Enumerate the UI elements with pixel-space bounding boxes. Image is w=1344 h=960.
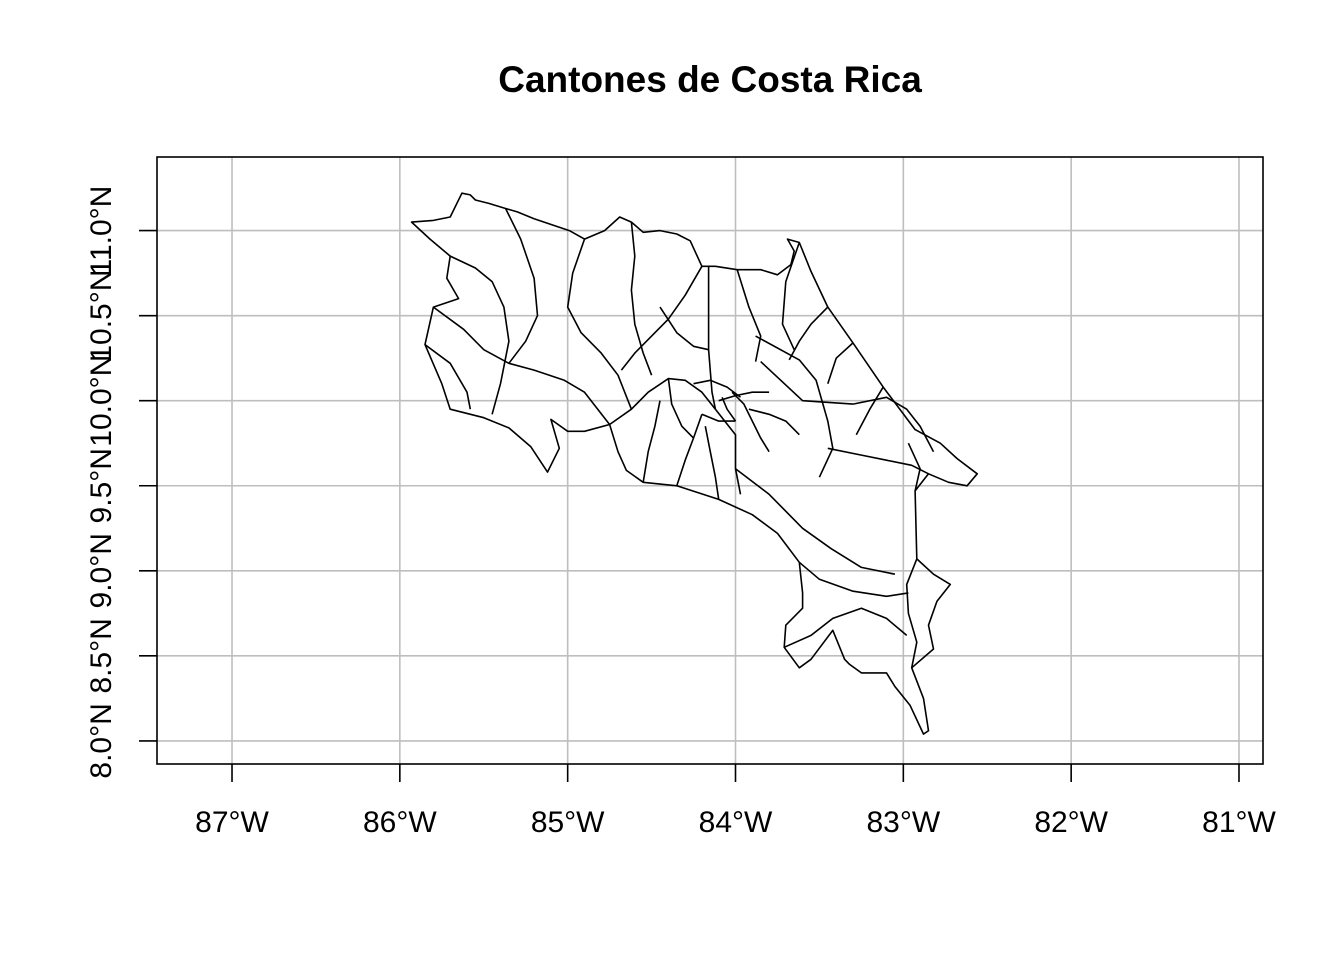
y-tick-label: 8.5°N [85, 618, 118, 693]
y-tick-label: 9.0°N [85, 533, 118, 608]
canton-border [781, 242, 801, 351]
canton-border [620, 265, 703, 371]
canton-border [432, 306, 611, 425]
x-tick-label: 83°W [866, 806, 940, 839]
y-tick-label: 10.5°N [85, 270, 118, 362]
canton-border [798, 561, 909, 598]
canton-border [788, 306, 829, 361]
country-outline [410, 192, 978, 735]
canton-border [707, 266, 717, 410]
canton-border [693, 379, 741, 398]
canton-border [905, 558, 918, 668]
y-tick-label: 9.5°N [85, 448, 118, 523]
x-tick-label: 85°W [531, 806, 605, 839]
canton-border [714, 408, 742, 495]
canton-border [676, 414, 703, 487]
canton-border [827, 342, 854, 384]
canton-border [721, 396, 737, 422]
y-tick-label: 10.0°N [85, 355, 118, 447]
canton-border [855, 386, 884, 436]
canton-border [630, 222, 653, 376]
y-tick-label: 11.0°N [85, 186, 118, 276]
axes: 87°W 86°W 85°W 84°W 83°W 82°W 81°W 8.0°N 8.5°N 9.… [85, 186, 1277, 839]
canton-border [449, 255, 510, 415]
x-tick-label: 84°W [699, 806, 773, 839]
canton-border [659, 306, 709, 351]
canton-border [704, 426, 720, 500]
plot-frame [156, 156, 1264, 765]
x-tick-label: 82°W [1034, 806, 1108, 839]
canton-border [424, 343, 472, 410]
canton-border [748, 408, 800, 436]
canton-border [852, 396, 935, 453]
canton-border [609, 377, 717, 426]
canton-border [566, 238, 633, 410]
x-tick-label: 87°W [195, 806, 269, 839]
x-tick-label: 86°W [363, 806, 437, 839]
canton-border [701, 413, 736, 422]
canton-border [755, 335, 834, 478]
canton-border [827, 447, 929, 475]
canton-border [736, 269, 762, 362]
canton-border [731, 391, 770, 453]
x-tick-label: 81°W [1202, 806, 1276, 839]
graticule-grid [157, 157, 1263, 764]
canton-border [504, 208, 539, 364]
canton-boundaries [410, 192, 978, 735]
canton-border [735, 468, 896, 575]
canton-border [642, 400, 661, 483]
canton-border [718, 391, 770, 402]
canton-border [667, 378, 695, 439]
page-title: Cantones de Costa Rica [498, 59, 922, 100]
canton-border [760, 361, 854, 405]
canton-border [783, 607, 908, 649]
y-tick-label: 8.0°N [85, 703, 118, 778]
